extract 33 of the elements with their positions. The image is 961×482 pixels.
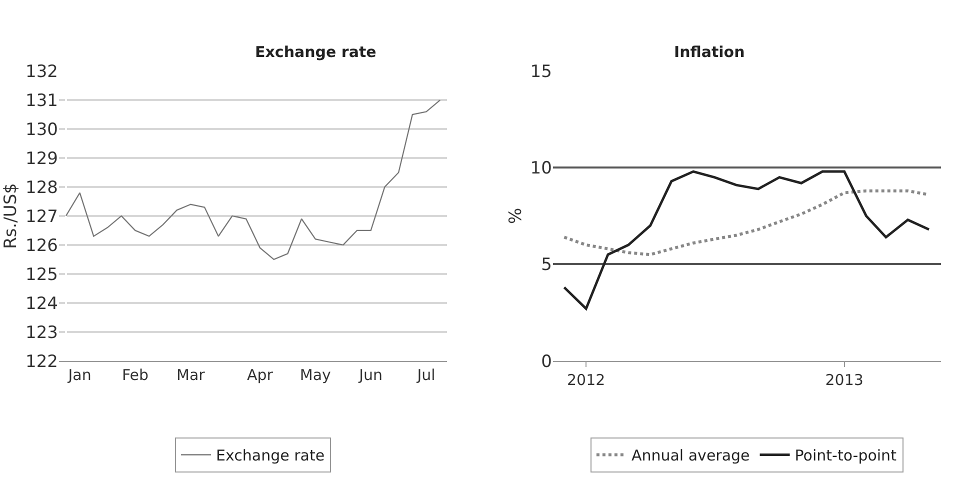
y-tick-label: 130 [26, 120, 58, 140]
y-tick-label: 5 [541, 255, 552, 276]
y-tick-label: 126 [26, 236, 58, 256]
x-tick-label: Feb [122, 366, 149, 384]
x-tick-label: Jan [67, 366, 92, 384]
x-tick-label: Jun [358, 366, 383, 384]
y-tick-label: 129 [26, 148, 58, 169]
y-axis-title: Rs./US$ [1, 183, 22, 249]
y-tick-label: 122 [26, 352, 58, 372]
y-tick-label: 127 [26, 206, 58, 227]
y-tick-label: 123 [26, 322, 58, 343]
x-tick-label: 2013 [825, 370, 864, 389]
y-tick-label: 125 [26, 264, 58, 285]
y-tick-label: 15 [530, 62, 552, 82]
x-tick-label: 2012 [566, 370, 606, 389]
chart-title: Inflation [674, 43, 745, 61]
y-tick-label: 124 [26, 294, 58, 314]
y-tick-label: 0 [541, 352, 552, 372]
legend-label: Annual average [631, 446, 750, 465]
x-tick-label: Mar [176, 366, 206, 384]
legend-label: Exchange rate [216, 446, 325, 465]
x-tick-label: May [300, 366, 332, 384]
y-tick-label: 128 [26, 178, 58, 198]
chart-title: Exchange rate [255, 43, 376, 61]
y-tick-label: 131 [26, 91, 58, 112]
line-series [562, 170, 930, 310]
y-tick-label: 132 [26, 62, 58, 82]
y-axis-title: % [506, 208, 526, 224]
y-tick-label: 10 [530, 158, 552, 179]
line-series [65, 99, 441, 260]
x-tick-label: Apr [246, 366, 274, 384]
legend-label: Point-to-point [794, 446, 897, 465]
x-tick-label: Jul [416, 366, 436, 384]
